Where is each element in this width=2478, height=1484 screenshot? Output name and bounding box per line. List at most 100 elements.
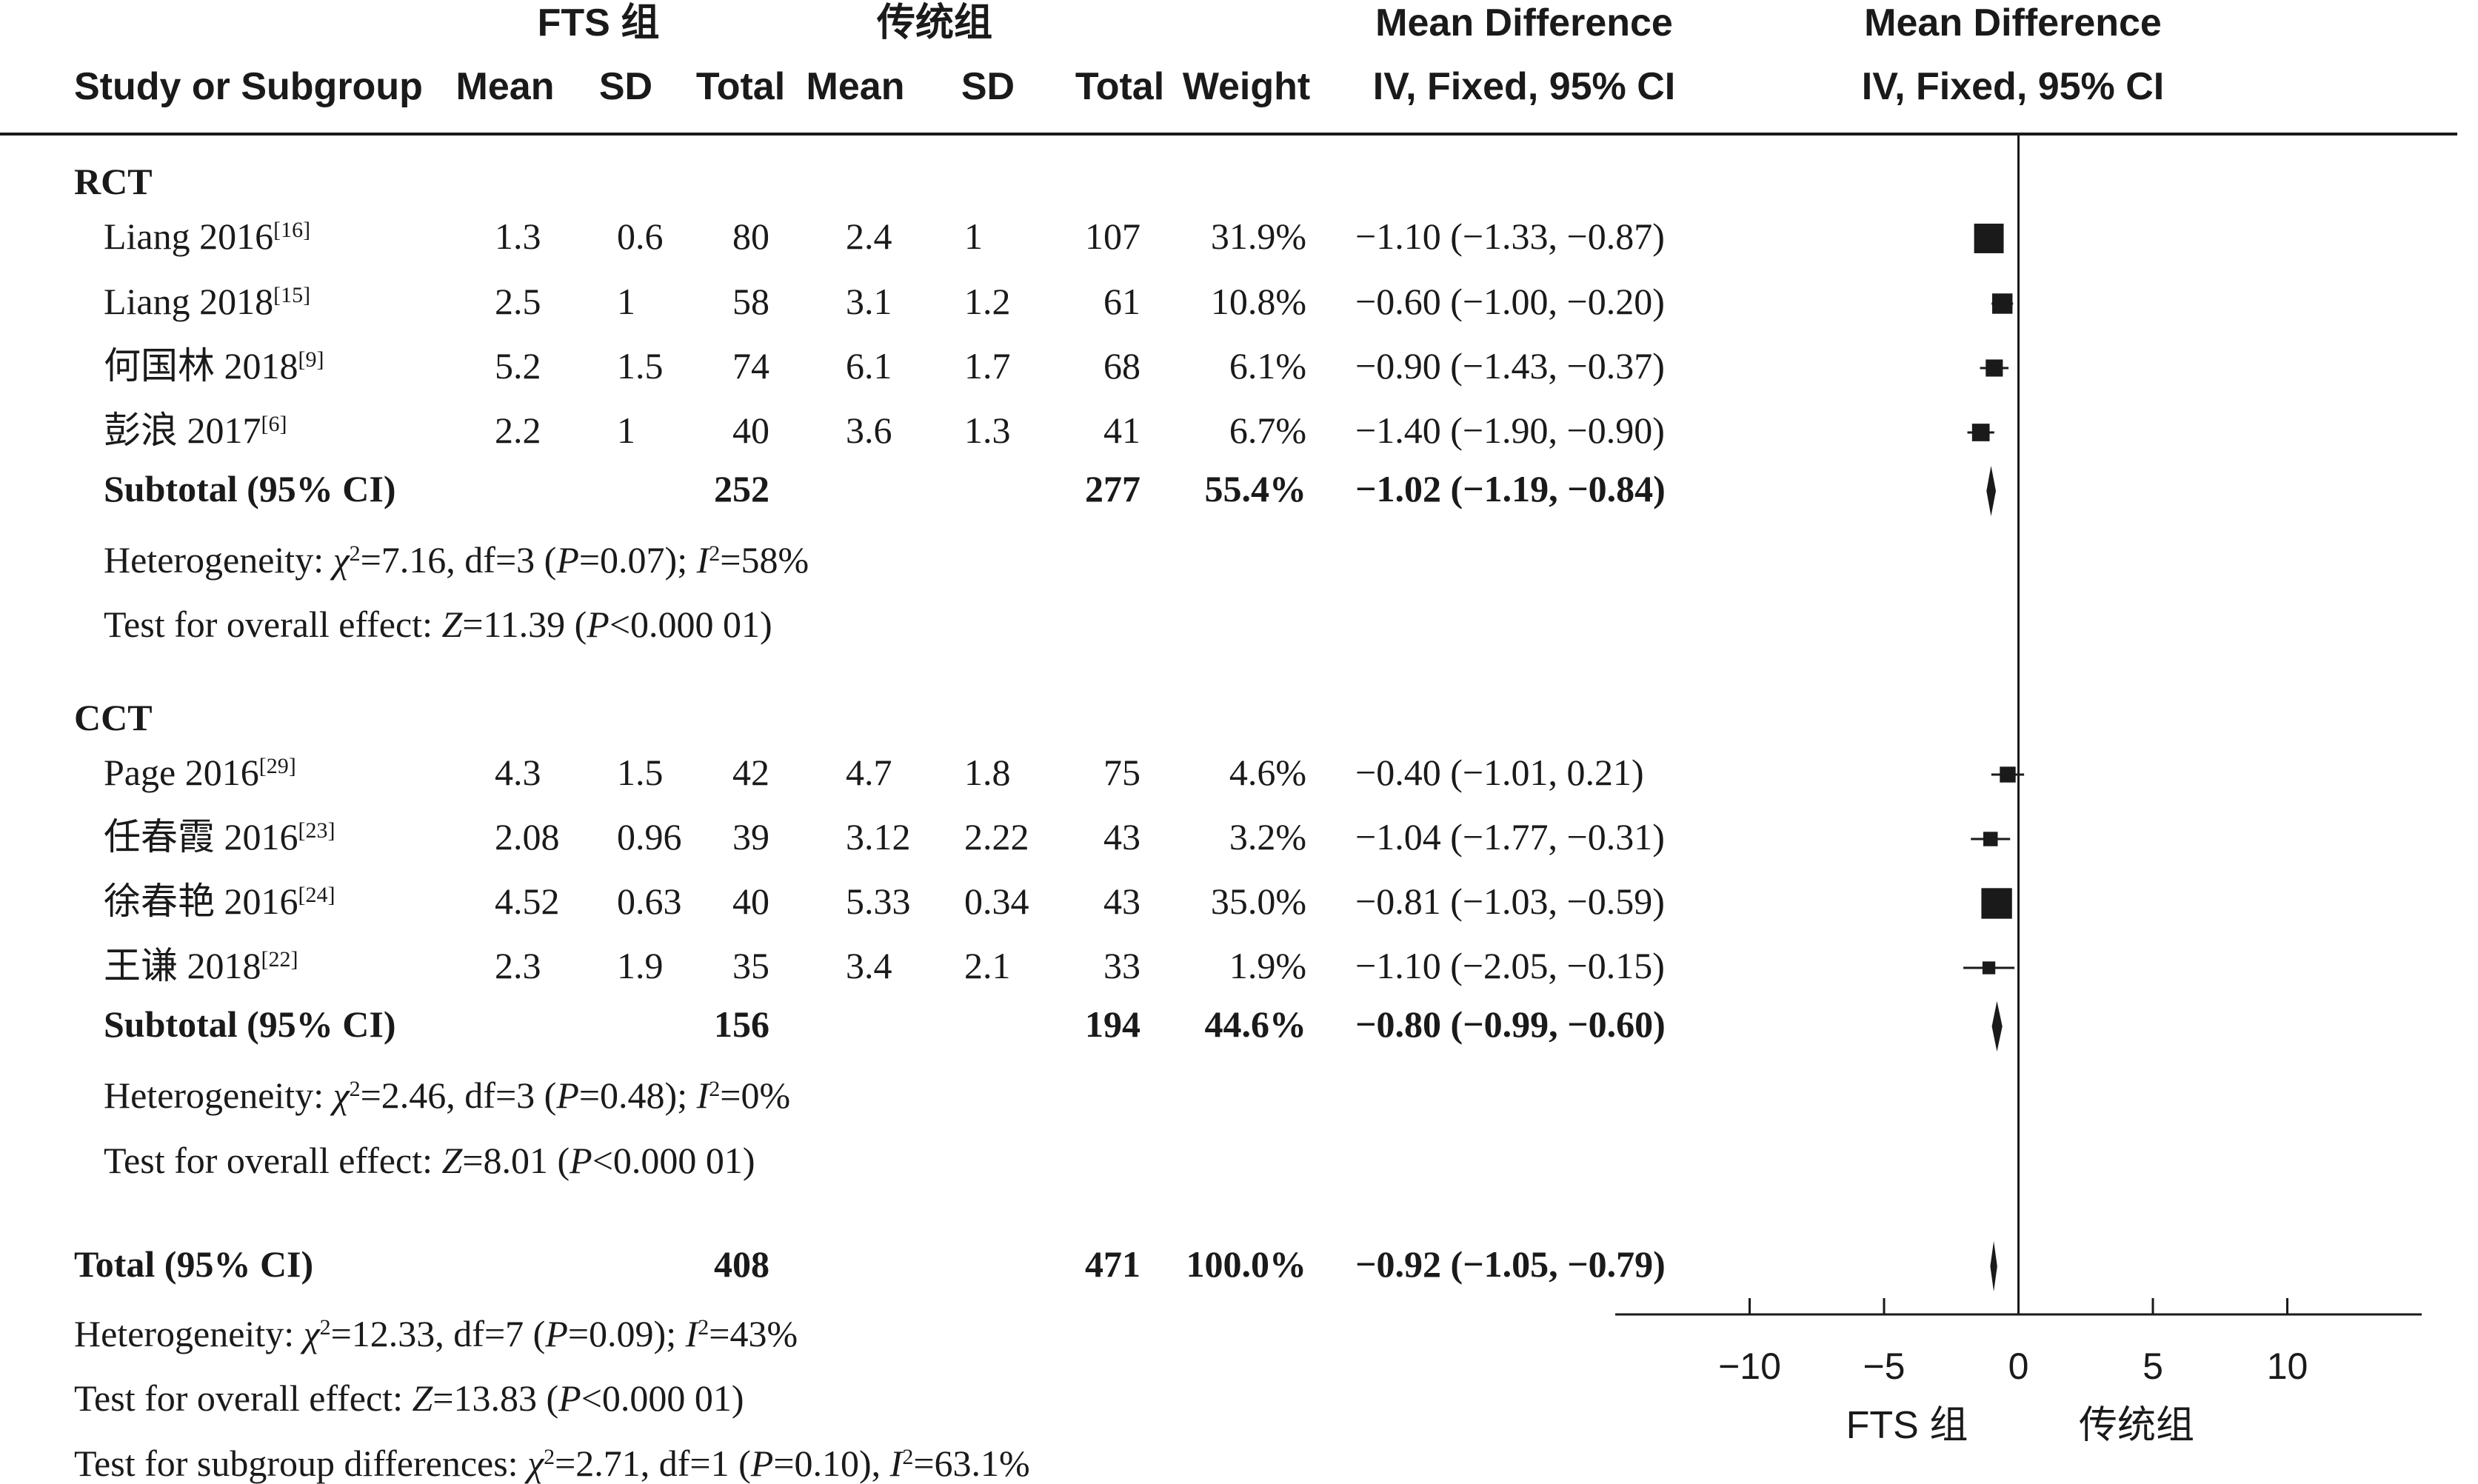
weight-cell: 6.1% [1229, 345, 1306, 387]
total2-cell: 41 [1103, 410, 1141, 451]
weight-header: Weight [1183, 65, 1310, 108]
sd1-cell: 1.9 [617, 945, 664, 986]
x-tick-label: 0 [2008, 1346, 2029, 1387]
mean2-cell: 4.7 [846, 752, 892, 793]
weight-square [2000, 766, 2016, 783]
mean2-cell: 3.1 [846, 281, 892, 322]
sd1-header: SD [599, 65, 652, 108]
total1-header: Total [696, 65, 785, 108]
weight-square [1974, 224, 2004, 253]
total2-cell: 107 [1085, 215, 1141, 257]
weight-cell: 6.7% [1229, 410, 1306, 451]
mean2-cell: 5.33 [846, 880, 911, 922]
weight-square [1983, 832, 1998, 846]
total2-cell: 61 [1103, 281, 1141, 322]
mean1-cell: 4.3 [495, 752, 541, 793]
plot-subtitle: IV, Fixed, 95% CI [1862, 65, 2164, 108]
mean1-cell: 2.5 [495, 281, 541, 322]
subgroup-label: RCT [74, 161, 153, 202]
sd1-cell: 1 [617, 281, 635, 322]
ci-cell: −0.81 (−1.03, −0.59) [1355, 880, 1665, 922]
subtotal-ci: −0.80 (−0.99, −0.60) [1355, 1003, 1666, 1045]
weight-square [1971, 424, 1990, 441]
ci-cell: −0.60 (−1.00, −0.20) [1355, 281, 1665, 322]
ci-cell: −1.40 (−1.90, −0.90) [1355, 410, 1665, 451]
sd1-cell: 0.6 [617, 215, 664, 257]
sd1-cell: 1 [617, 410, 635, 451]
sd2-cell: 1.8 [964, 752, 1011, 793]
study-header: Study or Subgroup [74, 65, 423, 108]
total1-cell: 40 [732, 410, 769, 451]
study-name: 任春霞 2016[23] [104, 816, 335, 858]
subtotal-label: Subtotal (95% CI) [104, 1003, 395, 1045]
sd2-cell: 2.1 [964, 945, 1011, 986]
total-heterogeneity: Heterogeneity: χ2=12.33, df=7 (P=0.09); … [74, 1313, 798, 1354]
mean1-cell: 2.3 [495, 945, 541, 986]
subgroup-label: CCT [74, 697, 153, 738]
total-ci: −0.92 (−1.05, −0.79) [1355, 1243, 1666, 1285]
group2-header: 传统组 [876, 1, 992, 44]
mean2-cell: 3.4 [846, 945, 892, 986]
total-total1: 408 [714, 1243, 769, 1285]
total-weight: 100.0% [1186, 1243, 1307, 1285]
sd2-header: SD [961, 65, 1015, 108]
x-tick-label: −10 [1718, 1346, 1781, 1387]
weight-cell: 31.9% [1211, 215, 1306, 257]
mean1-header: Mean [456, 65, 555, 108]
sd2-cell: 2.22 [964, 816, 1029, 858]
mean1-cell: 2.08 [495, 816, 560, 858]
total1-cell: 74 [732, 345, 769, 387]
mean2-cell: 3.6 [846, 410, 892, 451]
subtotal-total1: 156 [714, 1003, 769, 1045]
subgroup-heterogeneity: Heterogeneity: χ2=7.16, df=3 (P=0.07); I… [104, 539, 809, 581]
total1-cell: 40 [732, 880, 769, 922]
sd2-cell: 1.7 [964, 345, 1011, 387]
favours-right-label: 传统组 [2079, 1404, 2194, 1447]
mean2-header: Mean [806, 65, 905, 108]
sd2-cell: 1.3 [964, 410, 1011, 451]
md-column-title: Mean Difference [1375, 1, 1673, 44]
ci-cell: −1.04 (−1.77, −0.31) [1355, 816, 1665, 858]
x-tick-label: 5 [2143, 1346, 2163, 1387]
weight-cell: 3.2% [1229, 816, 1306, 858]
weight-square [1982, 961, 1996, 975]
study-name: Liang 2018[15] [104, 281, 310, 322]
total1-cell: 58 [732, 281, 769, 322]
md-column-sub: IV, Fixed, 95% CI [1373, 65, 1675, 108]
total1-cell: 80 [732, 215, 769, 257]
sd1-cell: 0.96 [617, 816, 682, 858]
weight-cell: 1.9% [1229, 945, 1306, 986]
sd2-cell: 1 [964, 215, 983, 257]
total1-cell: 42 [732, 752, 769, 793]
subtotal-ci: −1.02 (−1.19, −0.84) [1355, 468, 1666, 509]
sd1-cell: 0.63 [617, 880, 682, 922]
sd1-cell: 1.5 [617, 345, 664, 387]
study-name: 徐春艳 2016[24] [104, 880, 335, 922]
subtotal-total2: 277 [1085, 468, 1141, 509]
total2-cell: 43 [1103, 816, 1141, 858]
subtotal-diamond [1986, 466, 1997, 516]
subtotal-total2: 194 [1085, 1003, 1141, 1045]
mean2-cell: 6.1 [846, 345, 892, 387]
mean1-cell: 1.3 [495, 215, 541, 257]
total1-cell: 39 [732, 816, 769, 858]
weight-cell: 10.8% [1211, 281, 1306, 322]
total-diamond [1990, 1241, 1997, 1291]
ci-cell: −1.10 (−2.05, −0.15) [1355, 945, 1665, 986]
sd2-cell: 1.2 [964, 281, 1011, 322]
x-tick-label: 10 [2267, 1346, 2308, 1387]
total2-cell: 43 [1103, 880, 1141, 922]
subtotal-total1: 252 [714, 468, 769, 509]
total2-cell: 33 [1103, 945, 1141, 986]
weight-cell: 35.0% [1211, 880, 1306, 922]
ci-cell: −0.40 (−1.01, 0.21) [1355, 752, 1644, 793]
mean1-cell: 2.2 [495, 410, 541, 451]
subgroup-overall-effect: Test for overall effect: Z=8.01 (P<0.000… [104, 1140, 755, 1181]
plot-title: Mean Difference [1864, 1, 2162, 44]
ci-cell: −1.10 (−1.33, −0.87) [1355, 215, 1665, 257]
weight-square [1981, 888, 2012, 919]
mean1-cell: 5.2 [495, 345, 541, 387]
total2-header: Total [1075, 65, 1164, 108]
mean2-cell: 3.12 [846, 816, 911, 858]
study-name: 何国林 2018[9] [104, 345, 324, 387]
